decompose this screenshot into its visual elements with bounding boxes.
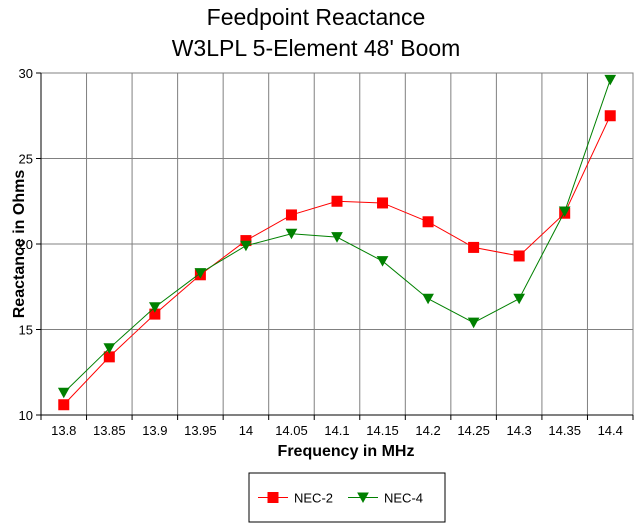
data-point-nec-4 xyxy=(148,302,161,313)
data-point-nec-4 xyxy=(422,293,434,305)
x-tick-label: 14.25 xyxy=(457,423,490,438)
x-tick-label: 14.1 xyxy=(324,423,349,438)
chart-title-line2: W3LPL 5-Element 48' Boom xyxy=(172,35,461,61)
y-tick-label: 30 xyxy=(19,66,33,81)
x-tick-label: 14.15 xyxy=(366,423,399,438)
data-point-nec-2 xyxy=(58,399,70,411)
x-tick-label: 14.4 xyxy=(598,423,623,438)
chart-title-line1: Feedpoint Reactance xyxy=(207,4,426,30)
data-point-nec-4 xyxy=(57,387,70,399)
y-tick-label: 10 xyxy=(19,408,33,423)
data-point-nec-4 xyxy=(513,293,526,305)
x-tick-label: 14 xyxy=(239,423,253,438)
x-tick-label: 13.8 xyxy=(51,423,76,438)
y-axis-label: Reactance in Ohms xyxy=(11,170,28,319)
data-point-nec-2 xyxy=(513,250,525,262)
data-point-nec-4 xyxy=(467,317,480,329)
x-tick-label: 13.95 xyxy=(184,423,217,438)
data-point-nec-4 xyxy=(604,74,617,86)
data-point-nec-2 xyxy=(422,216,434,228)
legend-marker-nec-4 xyxy=(357,492,369,504)
x-tick-label: 14.3 xyxy=(506,423,531,438)
y-tick-label: 20 xyxy=(19,237,33,252)
x-tick-label: 13.9 xyxy=(142,423,167,438)
data-point-nec-4 xyxy=(103,343,116,354)
data-point-nec-2 xyxy=(331,195,343,207)
data-point-nec-4 xyxy=(376,256,389,267)
data-point-nec-4 xyxy=(285,228,298,240)
y-tick-label: 25 xyxy=(19,152,33,167)
data-point-nec-2 xyxy=(468,241,480,253)
legend: NEC-2 NEC-4 xyxy=(248,472,446,523)
x-axis-label: Frequency in MHz xyxy=(278,443,415,460)
y-tick-label: 15 xyxy=(19,323,33,338)
x-tick-label: 14.35 xyxy=(548,423,581,438)
data-point-nec-4 xyxy=(558,206,571,218)
x-tick-label: 14.2 xyxy=(415,423,440,438)
data-point-nec-2 xyxy=(377,197,389,209)
legend-label-nec-4: NEC-4 xyxy=(384,491,423,506)
plot-area: 10 15 20 25 30 13.8 13.85 13.9 13.95 14 14.05 14.1 1… xyxy=(19,66,634,438)
data-point-nec-4 xyxy=(331,232,343,243)
data-point-nec-4 xyxy=(194,268,207,279)
data-point-nec-2 xyxy=(285,209,297,221)
data-point-nec-4 xyxy=(240,240,252,252)
data-point-nec-2 xyxy=(604,110,616,122)
x-tick-label: 13.85 xyxy=(93,423,126,438)
legend-label-nec-2: NEC-2 xyxy=(294,491,333,506)
x-tick-label: 14.05 xyxy=(275,423,308,438)
legend-marker-nec-2 xyxy=(267,492,279,503)
